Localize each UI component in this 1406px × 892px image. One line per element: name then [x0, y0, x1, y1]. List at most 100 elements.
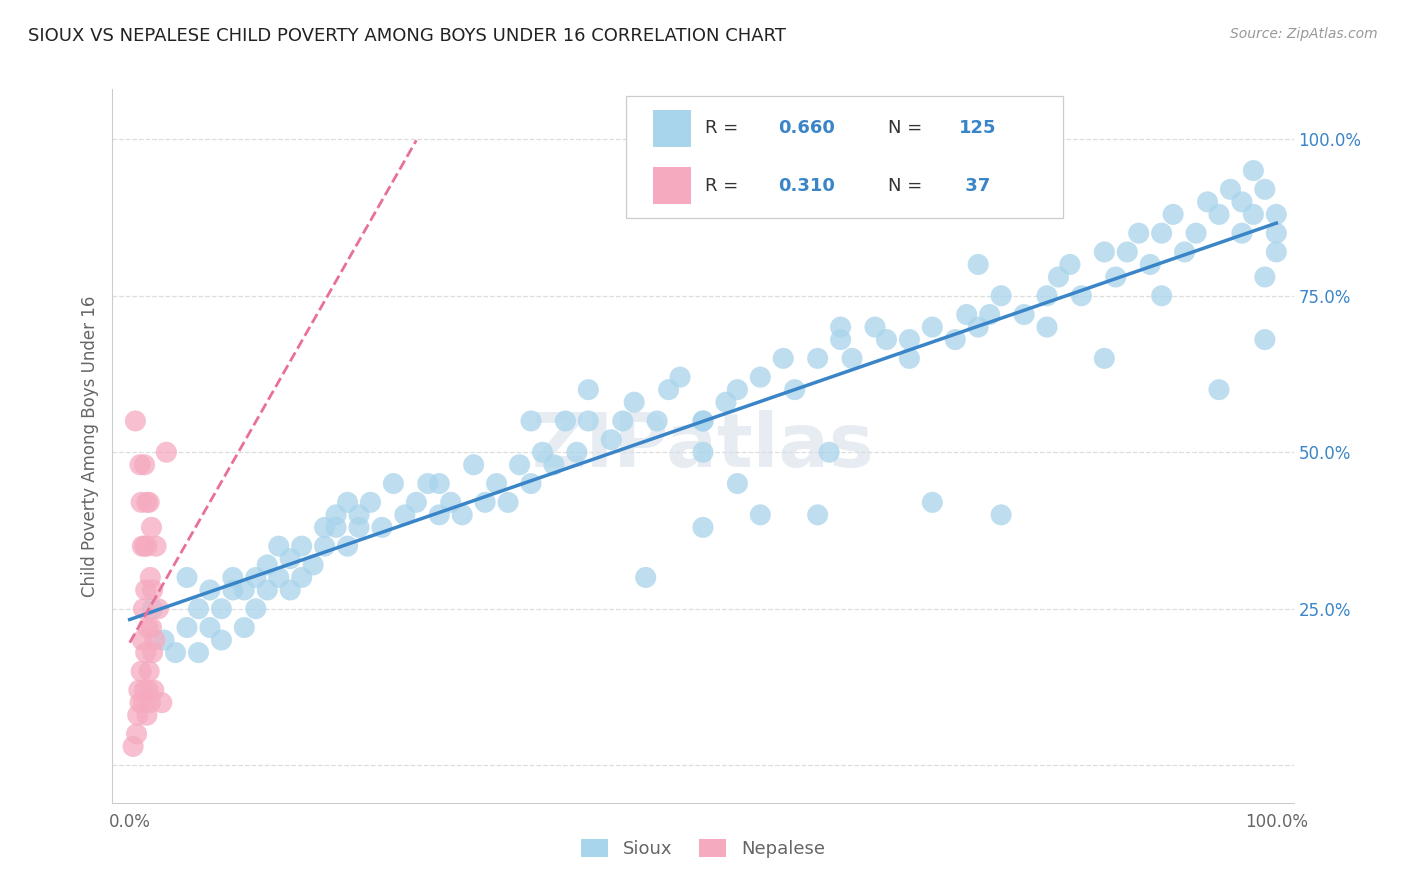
Point	[142, 683, 165, 698]
Point	[267, 539, 290, 553]
Point	[148, 601, 170, 615]
Point	[314, 520, 336, 534]
Point	[1059, 257, 1081, 271]
Point	[136, 621, 159, 635]
Point	[336, 495, 359, 509]
Point	[187, 646, 209, 660]
Text: Source: ZipAtlas.com: Source: ZipAtlas.com	[1230, 27, 1378, 41]
Point	[153, 633, 176, 648]
Point	[1241, 163, 1264, 178]
Point	[267, 570, 290, 584]
Point	[749, 370, 772, 384]
Point	[623, 395, 645, 409]
Point	[1185, 226, 1208, 240]
Point	[128, 683, 150, 698]
Point	[520, 414, 543, 428]
Point	[135, 582, 157, 597]
Point	[150, 696, 173, 710]
Point	[1036, 289, 1059, 303]
Point	[807, 508, 830, 522]
Point	[278, 582, 301, 597]
Point	[1265, 207, 1288, 221]
Point	[135, 539, 157, 553]
Point	[1092, 351, 1115, 366]
Text: N =: N =	[889, 177, 928, 194]
Point	[1254, 270, 1277, 285]
Legend: Sioux, Nepalese: Sioux, Nepalese	[574, 831, 832, 865]
FancyBboxPatch shape	[654, 167, 692, 204]
Point	[956, 308, 979, 322]
Point	[129, 696, 152, 710]
Point	[921, 320, 943, 334]
Point	[1012, 308, 1035, 322]
Text: ZIPatlas: ZIPatlas	[531, 409, 875, 483]
Point	[1208, 383, 1230, 397]
Text: 0.310: 0.310	[779, 177, 835, 194]
Point	[347, 508, 370, 522]
Point	[692, 414, 714, 428]
Point	[371, 520, 394, 534]
Point	[122, 739, 145, 754]
Point	[692, 520, 714, 534]
Point	[382, 476, 405, 491]
Point	[863, 320, 886, 334]
Text: R =: R =	[706, 120, 744, 137]
Point	[176, 570, 198, 584]
Point	[135, 646, 157, 660]
Point	[645, 414, 668, 428]
Point	[1254, 333, 1277, 347]
Point	[1128, 226, 1150, 240]
Point	[1105, 270, 1128, 285]
Point	[1116, 244, 1139, 259]
Point	[496, 495, 519, 509]
Point	[725, 476, 748, 491]
Point	[416, 476, 439, 491]
Point	[474, 495, 496, 509]
Point	[291, 539, 314, 553]
Point	[132, 696, 155, 710]
Point	[256, 558, 278, 572]
Point	[129, 495, 152, 509]
Point	[245, 570, 267, 584]
Point	[634, 570, 657, 584]
Point	[783, 383, 806, 397]
Point	[943, 333, 966, 347]
Point	[135, 495, 157, 509]
Point	[132, 601, 155, 615]
Point	[1150, 289, 1173, 303]
Point	[131, 633, 153, 648]
Y-axis label: Child Poverty Among Boys Under 16: Child Poverty Among Boys Under 16	[80, 295, 98, 597]
Point	[485, 476, 508, 491]
Point	[1241, 207, 1264, 221]
Point	[233, 582, 256, 597]
Point	[336, 539, 359, 553]
Point	[138, 495, 160, 509]
Point	[142, 646, 165, 660]
Point	[531, 445, 554, 459]
Point	[509, 458, 531, 472]
Point	[1047, 270, 1070, 285]
Point	[1230, 226, 1253, 240]
Point	[749, 508, 772, 522]
Point	[1208, 207, 1230, 221]
Point	[565, 445, 588, 459]
Point	[145, 539, 167, 553]
Point	[394, 508, 416, 522]
Point	[359, 495, 381, 509]
Point	[198, 582, 221, 597]
Text: R =: R =	[706, 177, 744, 194]
Point	[139, 570, 162, 584]
Point	[198, 621, 221, 635]
Point	[136, 683, 159, 698]
Point	[830, 333, 852, 347]
Point	[142, 601, 165, 615]
Point	[990, 289, 1012, 303]
Point	[222, 582, 245, 597]
Point	[1161, 207, 1184, 221]
Point	[612, 414, 634, 428]
Point	[176, 621, 198, 635]
Point	[463, 458, 485, 472]
Point	[405, 495, 427, 509]
Point	[554, 414, 576, 428]
Point	[1254, 182, 1277, 196]
